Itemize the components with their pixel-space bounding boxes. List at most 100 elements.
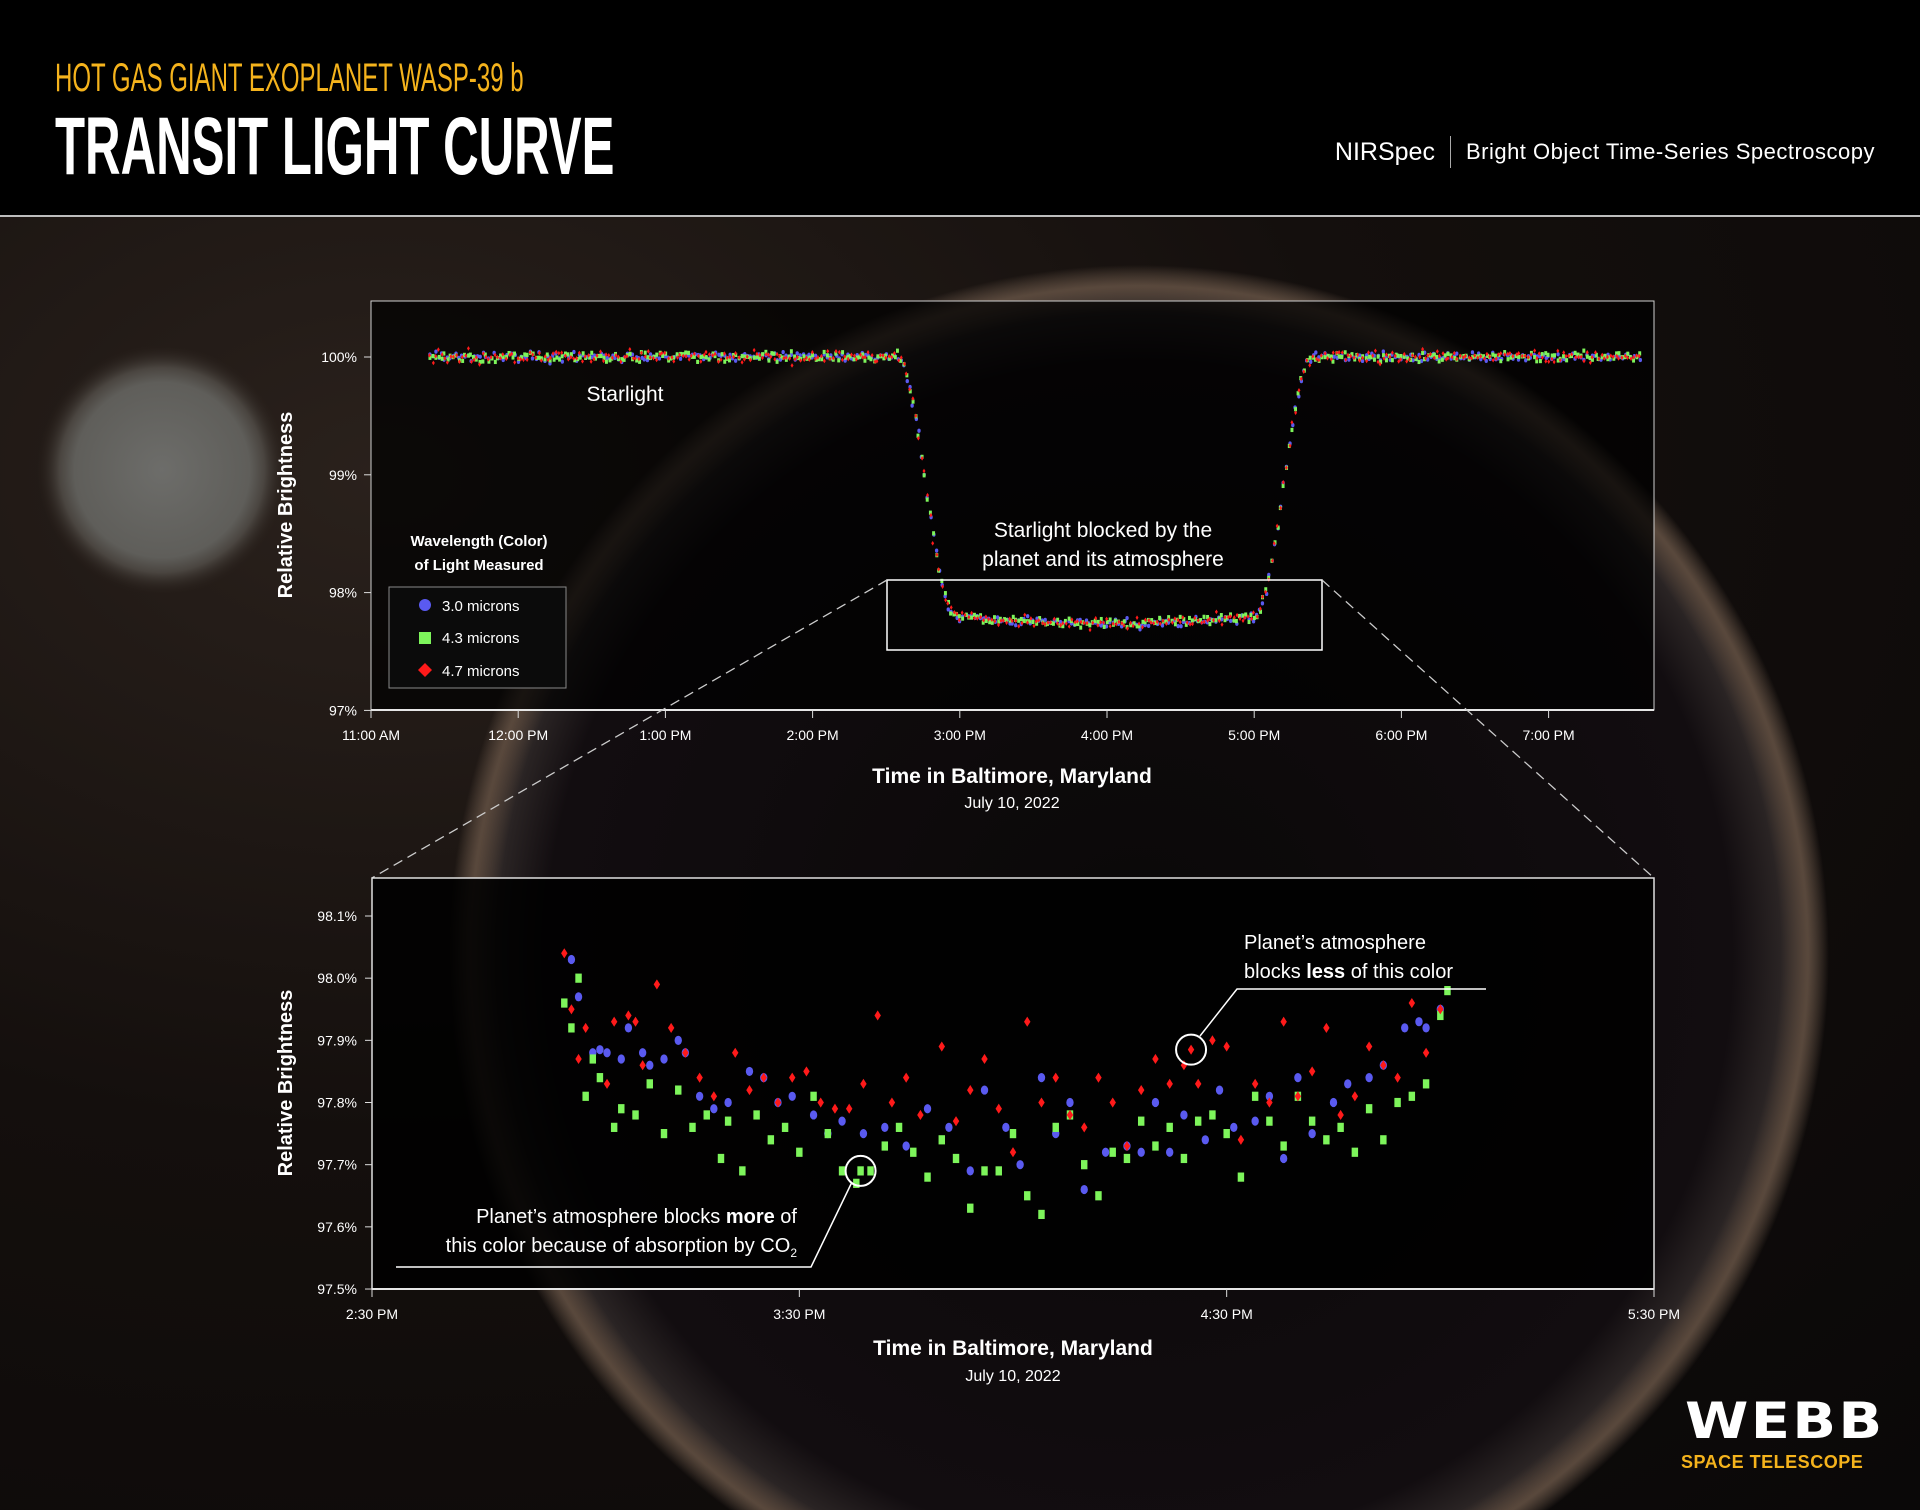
instrument-name: NIRSpec bbox=[1334, 137, 1435, 166]
data-point bbox=[725, 355, 729, 361]
data-point bbox=[1302, 369, 1306, 374]
data-point bbox=[1471, 355, 1474, 360]
data-point bbox=[1419, 358, 1424, 364]
data-point bbox=[1095, 1072, 1102, 1083]
data-point bbox=[1546, 352, 1550, 357]
data-point bbox=[1212, 617, 1215, 623]
data-point bbox=[594, 356, 597, 361]
data-point bbox=[572, 349, 576, 355]
data-point bbox=[504, 356, 508, 362]
data-point bbox=[1365, 1104, 1373, 1114]
data-point bbox=[1141, 619, 1145, 624]
data-point bbox=[972, 612, 976, 618]
data-point bbox=[639, 1060, 646, 1071]
data-point bbox=[525, 357, 529, 363]
data-point bbox=[1315, 356, 1319, 362]
data-point bbox=[1435, 349, 1439, 354]
data-point bbox=[1179, 624, 1183, 629]
data-point bbox=[516, 355, 520, 361]
data-point bbox=[1402, 354, 1406, 359]
data-point bbox=[569, 354, 573, 360]
data-point bbox=[602, 358, 605, 364]
data-point bbox=[1626, 355, 1630, 361]
data-point bbox=[822, 358, 826, 364]
blocked-annotation-line2: planet and its atmosphere bbox=[982, 548, 1224, 571]
x-tick-label: 2:00 PM bbox=[787, 727, 839, 743]
data-point bbox=[1079, 619, 1083, 625]
y-tick-label: 100% bbox=[321, 349, 357, 365]
y-tick-label: 98.0% bbox=[317, 970, 357, 986]
annotation-more: Planet’s atmosphere blocks more of this … bbox=[396, 1154, 877, 1268]
data-point bbox=[1230, 1122, 1238, 1132]
data-point bbox=[1111, 621, 1115, 627]
zoom-region-box bbox=[886, 579, 1323, 651]
data-point bbox=[840, 357, 844, 363]
data-point bbox=[1073, 619, 1077, 625]
data-point bbox=[667, 1022, 675, 1033]
data-point bbox=[1237, 1172, 1245, 1182]
data-point bbox=[1251, 1078, 1259, 1089]
data-point bbox=[1423, 357, 1426, 362]
data-point bbox=[841, 350, 845, 355]
data-point bbox=[1417, 359, 1421, 365]
data-point bbox=[1565, 358, 1569, 363]
data-point bbox=[1081, 1160, 1088, 1170]
data-point bbox=[508, 352, 512, 358]
data-point bbox=[799, 358, 803, 363]
data-point bbox=[692, 354, 696, 359]
data-point bbox=[1184, 622, 1188, 627]
data-point bbox=[1088, 627, 1092, 633]
data-point bbox=[1082, 620, 1086, 626]
data-point bbox=[887, 353, 891, 359]
data-point bbox=[589, 359, 593, 364]
data-point bbox=[949, 605, 953, 610]
data-point bbox=[1483, 356, 1486, 361]
data-point bbox=[582, 1022, 589, 1033]
data-point bbox=[1305, 358, 1309, 363]
data-point bbox=[646, 1060, 654, 1070]
data-point bbox=[1061, 624, 1065, 629]
data-point bbox=[929, 512, 933, 518]
data-point bbox=[467, 353, 471, 358]
data-point bbox=[1264, 587, 1268, 592]
data-point bbox=[1344, 1079, 1352, 1089]
data-point bbox=[1185, 620, 1189, 625]
data-point bbox=[1351, 1091, 1359, 1102]
data-point bbox=[824, 1128, 832, 1139]
data-point bbox=[1576, 352, 1580, 357]
data-point bbox=[525, 352, 529, 357]
data-point bbox=[724, 1116, 732, 1126]
data-point bbox=[1255, 614, 1259, 619]
x-tick-label: 5:00 PM bbox=[1228, 727, 1280, 743]
data-point bbox=[733, 358, 738, 363]
data-point bbox=[1152, 621, 1156, 626]
data-point bbox=[1323, 354, 1327, 360]
data-point bbox=[947, 599, 951, 605]
data-point bbox=[596, 1073, 604, 1083]
zoom-connector-right bbox=[1321, 579, 1655, 879]
data-point bbox=[778, 357, 783, 362]
data-point bbox=[684, 354, 688, 359]
data-point bbox=[1208, 616, 1212, 622]
data-point bbox=[1166, 1122, 1173, 1132]
data-point bbox=[576, 356, 580, 362]
data-point bbox=[1202, 619, 1206, 625]
data-point bbox=[1034, 619, 1038, 624]
data-point bbox=[1600, 352, 1604, 358]
data-point bbox=[1161, 618, 1165, 624]
data-point bbox=[589, 1054, 597, 1064]
data-point bbox=[760, 1072, 767, 1083]
data-point bbox=[1005, 620, 1009, 626]
data-point bbox=[557, 350, 561, 356]
data-point bbox=[1408, 997, 1416, 1009]
data-point bbox=[628, 351, 632, 356]
data-point bbox=[560, 354, 564, 359]
data-point bbox=[1052, 616, 1056, 622]
data-point bbox=[1041, 620, 1045, 626]
data-point bbox=[672, 355, 676, 360]
data-point bbox=[767, 1135, 775, 1145]
data-point bbox=[628, 346, 632, 352]
zoom-connector-left bbox=[371, 579, 888, 879]
data-point bbox=[534, 355, 538, 361]
data-point bbox=[1232, 615, 1236, 620]
